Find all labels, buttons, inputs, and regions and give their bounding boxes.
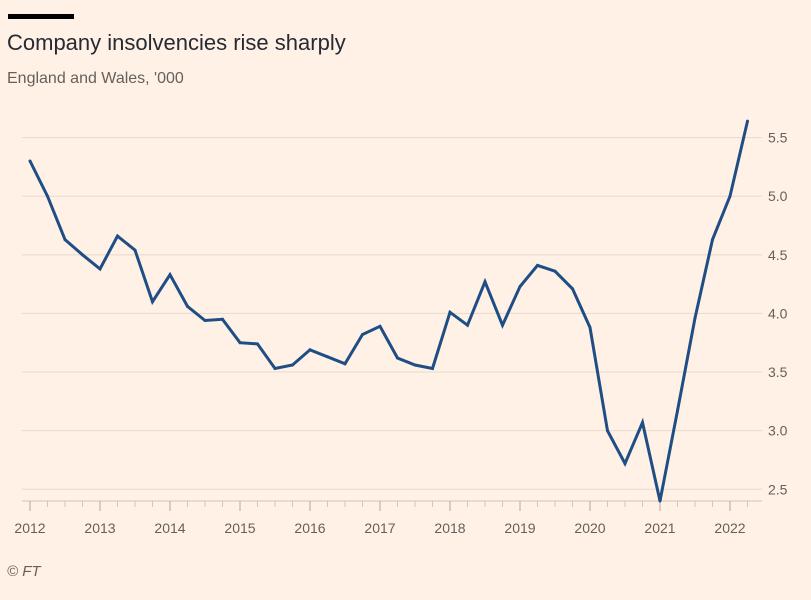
data-point [133, 248, 137, 252]
data-point [168, 273, 172, 277]
x-tick-label: 2015 [224, 520, 255, 536]
x-tick-label: 2012 [14, 520, 45, 536]
data-point [746, 119, 749, 123]
y-tick-label: 4.0 [768, 305, 788, 321]
x-tick-label: 2019 [504, 520, 535, 536]
data-point [413, 363, 417, 367]
data-point [448, 310, 452, 314]
data-point [273, 367, 277, 371]
data-point [711, 238, 714, 242]
data-point [693, 316, 697, 320]
data-point [536, 263, 539, 267]
data-point [658, 499, 662, 503]
data-point [641, 420, 644, 424]
x-tick-label: 2014 [154, 520, 185, 536]
data-point [98, 267, 102, 271]
y-tick-label: 2.5 [768, 481, 788, 497]
data-point [396, 356, 399, 360]
data-point [81, 253, 84, 257]
data-point [46, 194, 49, 198]
data-point [571, 287, 574, 291]
data-point [361, 333, 364, 337]
data-point [203, 318, 207, 322]
x-tick-label: 2018 [434, 520, 465, 536]
chart-subtitle: England and Wales, '000 [7, 70, 184, 87]
data-point [256, 342, 259, 346]
data-point [186, 304, 189, 308]
data-point [466, 323, 469, 327]
y-tick-label: 3.0 [768, 423, 788, 439]
data-point [326, 355, 329, 359]
data-point [501, 323, 504, 327]
x-tick-label: 2021 [644, 520, 675, 536]
y-axis: 2.5 3.0 3.5 4.0 4.5 5.0 5.5 [768, 130, 788, 498]
data-point [553, 269, 557, 273]
data-point [606, 429, 609, 433]
series-group [28, 119, 749, 503]
x-tick-label: 2016 [294, 520, 325, 536]
y-tick-label: 5.0 [768, 188, 788, 204]
data-point [308, 348, 312, 352]
data-point [151, 300, 154, 304]
data-point [483, 280, 487, 284]
chart-title: Company insolvencies rise sharply [7, 30, 346, 55]
y-tick-label: 3.5 [768, 364, 788, 380]
data-point [28, 159, 32, 163]
data-point [116, 234, 119, 238]
data-point [291, 363, 294, 367]
data-point [221, 317, 224, 321]
data-point [518, 284, 522, 288]
data-point [238, 341, 242, 345]
data-point [728, 194, 732, 198]
data-point [588, 325, 592, 329]
series-line [28, 120, 749, 502]
data-point [63, 238, 67, 242]
header-bar [8, 14, 74, 19]
x-axis: 2012 2013 2014 2015 2016 2017 2018 2019 2020 2021… [14, 500, 762, 536]
data-point [431, 367, 434, 371]
data-point [378, 324, 382, 328]
data-point [623, 461, 627, 465]
y-tick-label: 4.5 [768, 247, 788, 263]
x-tick-label: 2020 [574, 520, 605, 536]
x-tick-label: 2017 [364, 520, 395, 536]
source-credit: © FT [7, 563, 41, 580]
data-point [343, 362, 347, 366]
data-point [676, 409, 679, 413]
y-tick-label: 5.5 [768, 130, 788, 146]
x-tick-label: 2013 [84, 520, 115, 536]
x-tick-label: 2022 [714, 520, 745, 536]
gridlines [22, 137, 762, 490]
